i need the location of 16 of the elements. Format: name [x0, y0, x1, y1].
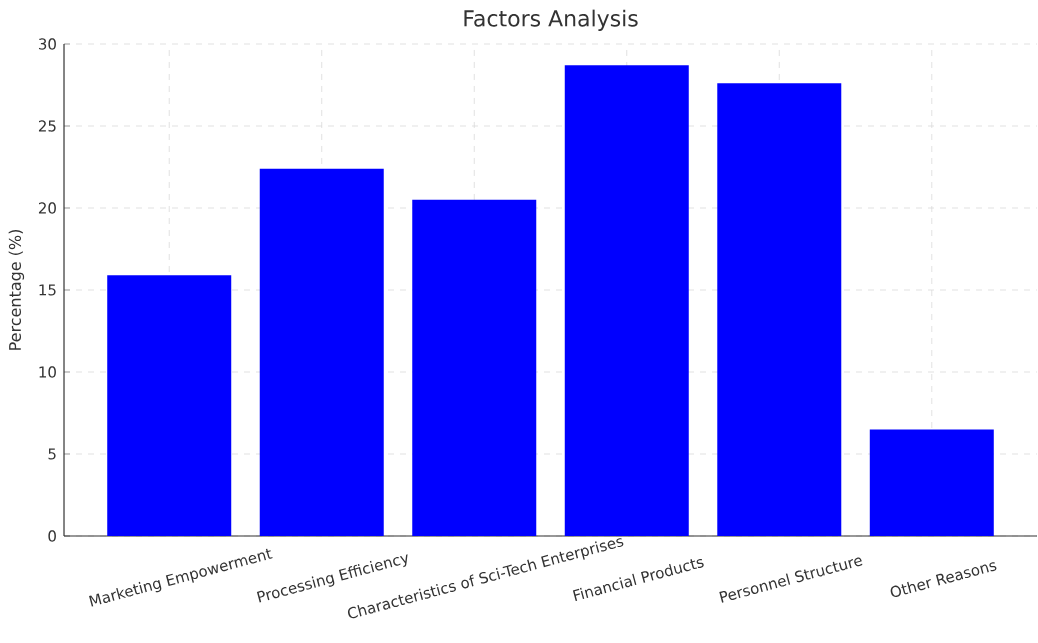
y-tick-label: 10 [39, 366, 56, 378]
bar [259, 168, 384, 536]
y-tick-label: 30 [38, 38, 56, 50]
bar [412, 199, 537, 536]
bar [717, 83, 842, 536]
bar [564, 65, 689, 536]
chart-title: Factors Analysis [464, 9, 638, 31]
bar [107, 275, 232, 536]
y-tick-label: 20 [38, 202, 56, 214]
y-tick-label: 25 [38, 120, 56, 132]
y-tick-label: 15 [39, 284, 56, 296]
y-tick-label: 5 [48, 448, 56, 460]
y-tick-label: 0 [48, 530, 56, 542]
y-axis-title: Percentage (%) [8, 230, 25, 350]
x-tick-label: Other Reasons [890, 562, 997, 597]
bar [869, 429, 994, 536]
